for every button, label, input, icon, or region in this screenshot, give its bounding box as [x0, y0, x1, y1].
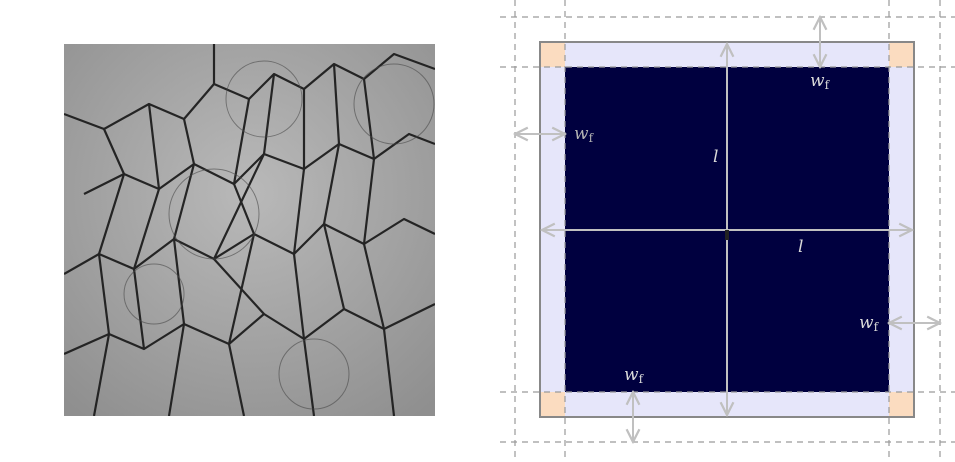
corner-top-right — [889, 43, 913, 67]
film-label-right: wf — [859, 313, 880, 334]
film-label-top: wf — [810, 71, 831, 92]
film-label-left: wf — [574, 124, 595, 145]
foam-photo — [64, 44, 435, 416]
corner-bottom-right — [889, 392, 913, 416]
guide-lines — [500, 0, 955, 462]
length-label-vertical: l — [713, 147, 718, 167]
length-label-horizontal: l — [798, 237, 803, 257]
corner-top-left — [541, 43, 565, 67]
film-label-bottom: wf — [624, 365, 645, 386]
corner-bottom-left — [541, 392, 565, 416]
